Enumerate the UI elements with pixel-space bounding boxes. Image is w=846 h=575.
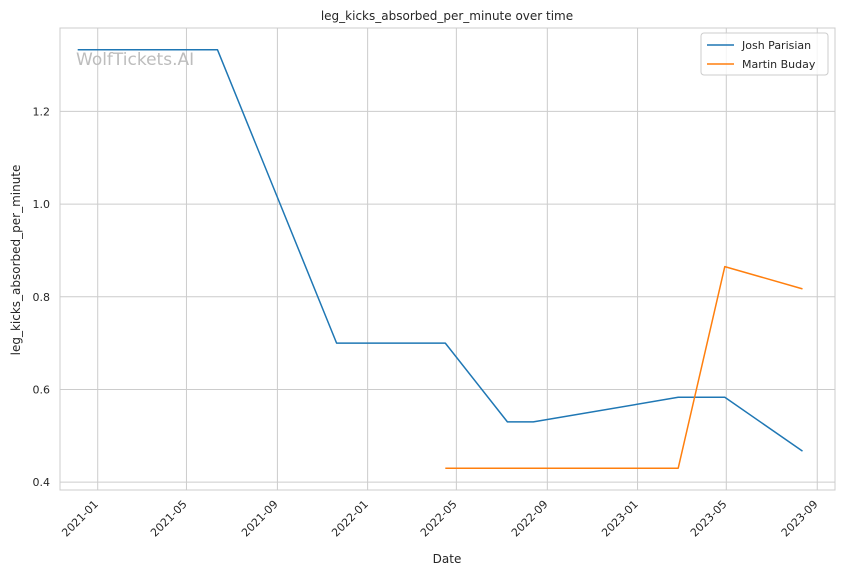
y-tick-label: 0.4 (33, 476, 51, 489)
legend-label-josh-parisian: Josh Parisian (741, 39, 811, 52)
y-tick-label: 0.8 (33, 291, 51, 304)
watermark: WolfTickets.AI (76, 50, 194, 70)
y-tick-labels: 0.4 0.6 0.8 1.0 1.2 (33, 105, 51, 489)
series-lines (77, 49, 803, 469)
legend-label-martin-buday: Martin Buday (742, 58, 816, 71)
x-axis-title: Date (433, 552, 462, 566)
y-tick-label: 1.0 (33, 198, 51, 211)
series-line-martin-buday (445, 265, 803, 469)
y-axis-title: leg_kicks_absorbed_per_minute (9, 165, 23, 356)
y-tick-label: 0.6 (33, 383, 51, 396)
legend: Josh Parisian Martin Buday (700, 32, 829, 76)
plot-frame (59, 27, 836, 491)
y-tick-label: 1.2 (33, 105, 51, 118)
gridlines (60, 28, 835, 490)
chart-title: leg_kicks_absorbed_per_minute over time (321, 9, 573, 23)
series-line-josh-parisian (77, 49, 803, 452)
